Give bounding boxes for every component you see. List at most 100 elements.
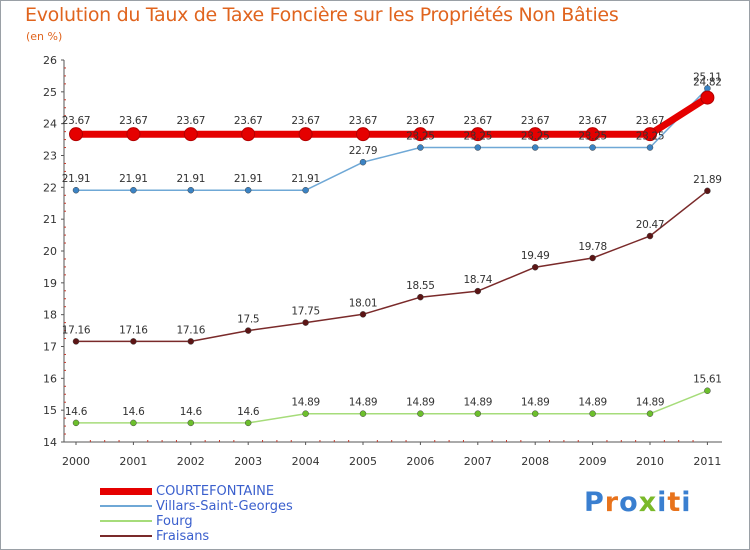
data-label: 23.67 (119, 115, 148, 127)
data-label: 21.91 (119, 173, 148, 185)
data-point (244, 186, 252, 194)
data-point (359, 158, 367, 166)
data-point (528, 127, 543, 142)
data-label: 14.6 (65, 406, 88, 418)
data-label: 21.89 (693, 174, 722, 186)
series-line (76, 390, 708, 424)
data-label: 17.16 (62, 324, 91, 336)
logo-letter: t (667, 487, 682, 518)
data-point (187, 419, 195, 427)
x-tick-label: 2007 (464, 455, 492, 468)
data-label: 23.67 (521, 115, 550, 127)
x-tick-label: 2009 (579, 455, 607, 468)
data-point (356, 127, 370, 142)
data-label: 25.11 (693, 71, 722, 83)
y-tick-label: 24 (43, 118, 57, 131)
data-point (359, 410, 367, 417)
data-label: 18.55 (406, 280, 435, 292)
data-point (359, 311, 367, 318)
data-point (413, 127, 428, 142)
data-point (302, 410, 309, 417)
x-tick-label: 2004 (292, 455, 320, 468)
logo-letter: P (584, 487, 605, 518)
unit-label: (en %) (26, 30, 63, 43)
data-label: 14.6 (237, 406, 260, 418)
y-tick-label: 21 (43, 213, 57, 226)
legend-label: Fraisans (156, 529, 210, 544)
x-tick-label: 2005 (349, 455, 377, 468)
data-point (474, 287, 482, 295)
data-label: 14.89 (578, 397, 607, 409)
data-label: 23.67 (636, 115, 665, 127)
x-tick-label: 2008 (521, 455, 549, 468)
data-label: 14.89 (464, 397, 493, 409)
data-point (531, 144, 539, 151)
data-point (241, 127, 256, 142)
data-label: 18.74 (464, 274, 493, 286)
legend-swatch-villars (100, 505, 152, 507)
series-line (76, 87, 708, 191)
legend-label: Villars-Saint-Georges (156, 499, 293, 514)
x-tick-label: 2010 (636, 455, 664, 468)
data-label: 18.01 (349, 297, 378, 309)
data-point (646, 232, 654, 240)
data-label: 17.16 (177, 324, 206, 336)
data-label: 20.47 (636, 219, 665, 231)
data-label: 22.79 (349, 145, 378, 157)
data-point (187, 186, 195, 194)
y-tick-label: 25 (43, 86, 57, 99)
data-point (244, 327, 252, 334)
data-point (72, 419, 80, 427)
y-tick-label: 19 (43, 277, 57, 290)
data-label: 15.61 (693, 374, 722, 386)
data-label: 23.25 (636, 131, 665, 143)
data-point (69, 127, 83, 142)
data-point (130, 338, 137, 345)
series-line (76, 94, 710, 138)
data-label: 17.5 (237, 314, 259, 326)
logo-letter: x (638, 487, 658, 518)
data-point (417, 144, 424, 151)
data-label: 23.25 (578, 131, 607, 143)
data-label: 19.78 (578, 241, 607, 253)
series-line (76, 190, 708, 343)
legend-label: COURTEFONTAINE (156, 484, 275, 499)
data-point (417, 410, 424, 417)
chart-title: Evolution du Taux de Taxe Foncière sur l… (25, 4, 619, 26)
data-label: 23.67 (406, 115, 435, 127)
logo-letter: o (619, 487, 639, 518)
data-label: 14.89 (636, 397, 665, 409)
data-point (187, 338, 195, 345)
data-label: 23.67 (464, 115, 493, 127)
x-tick-label: 2011 (693, 455, 721, 468)
data-label: 23.67 (62, 115, 91, 127)
proxiti-logo: Proxiti (584, 487, 692, 518)
data-point (531, 410, 539, 417)
data-label: 23.25 (521, 131, 550, 143)
data-point (646, 144, 654, 151)
data-label: 23.25 (464, 131, 493, 143)
x-tick-label: 2001 (119, 455, 147, 468)
data-label: 21.91 (62, 173, 91, 185)
data-point (302, 319, 309, 326)
x-tick-label: 2002 (177, 455, 205, 468)
data-point (589, 254, 596, 262)
data-point (474, 144, 482, 151)
data-point (474, 410, 482, 417)
y-tick-label: 23 (43, 150, 57, 163)
data-point (244, 419, 252, 427)
data-label: 23.67 (291, 115, 320, 127)
data-point (646, 410, 654, 417)
data-label: 14.89 (406, 397, 435, 409)
data-label: 19.49 (521, 250, 550, 262)
data-point (130, 186, 137, 194)
logo-letter: i (657, 487, 668, 518)
legend-label: Fourg (156, 514, 193, 529)
data-point (704, 187, 711, 195)
x-tick-label: 2003 (234, 455, 262, 468)
logo-letter: i (681, 487, 692, 518)
data-point (704, 387, 711, 394)
legend-swatch-fourg (100, 520, 152, 522)
